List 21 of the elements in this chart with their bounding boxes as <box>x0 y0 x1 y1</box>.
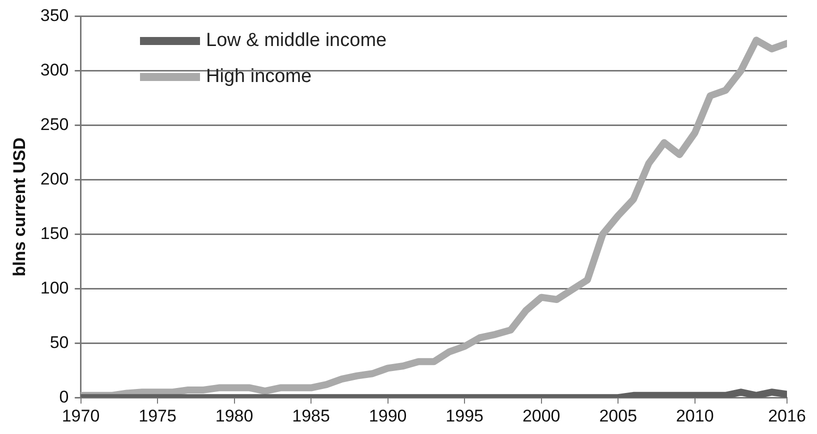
y-tick-label: 200 <box>40 169 69 188</box>
x-tick-label: 2010 <box>676 406 714 426</box>
x-tick-label: 1980 <box>215 406 254 426</box>
x-tick-label: 1995 <box>446 406 484 426</box>
y-axis-title: blns current USD <box>10 137 29 276</box>
x-tick-label: 2016 <box>768 406 806 426</box>
x-tick-label: 1990 <box>368 406 407 426</box>
y-tick-label: 100 <box>40 278 69 298</box>
y-tick-label: 0 <box>59 387 69 406</box>
y-tick-label: 300 <box>40 60 69 80</box>
x-tick-label: 2005 <box>599 406 638 426</box>
y-tick-label: 150 <box>40 224 69 243</box>
x-tick-label: 1985 <box>292 406 330 426</box>
x-tick-label: 1970 <box>62 406 100 426</box>
legend-label: High income <box>206 66 312 88</box>
y-tick-label: 50 <box>50 332 69 352</box>
x-tick-label: 2000 <box>522 406 560 426</box>
y-tick-label: 250 <box>40 114 69 134</box>
x-tick-label: 1975 <box>138 406 176 426</box>
legend-label: Low & middle income <box>206 30 387 52</box>
y-tick-label: 350 <box>40 6 69 25</box>
